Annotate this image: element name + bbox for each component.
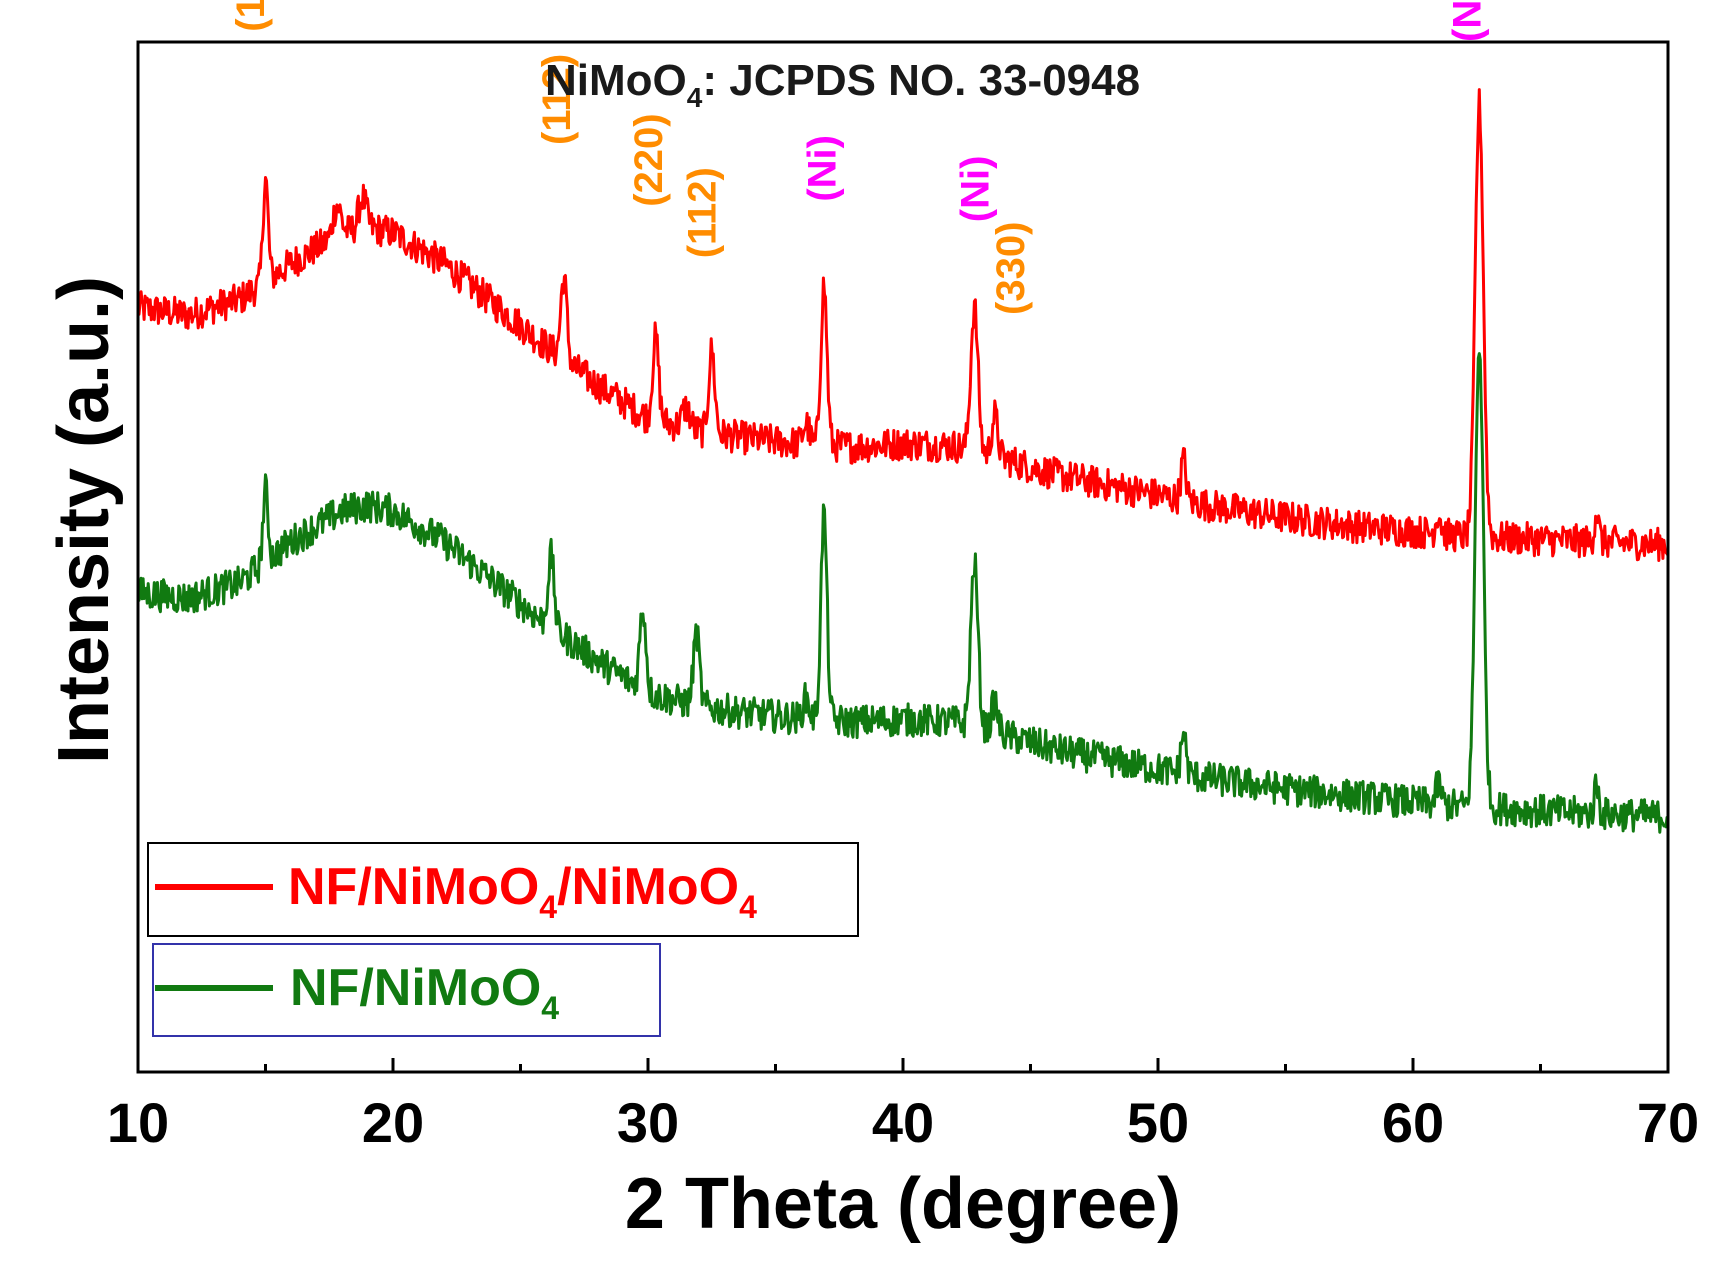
chart-title-sub: 4 — [687, 82, 703, 113]
series-layer — [136, 88, 1670, 834]
x-tick-label: 20 — [362, 1091, 424, 1154]
x-tick-label: 60 — [1382, 1091, 1444, 1154]
peak-annotation: (Ni) — [800, 135, 844, 202]
chart-title-base: NiMoO — [545, 56, 687, 105]
x-tick-label: 10 — [107, 1091, 169, 1154]
peak-annotation: (330) — [989, 222, 1033, 315]
legend-label-2: NF/NiMoO4 — [290, 959, 559, 1026]
chart-title-rest: : JCPDS NO. 33-0948 — [702, 56, 1140, 105]
legend-label-1: NF/NiMoO4/NiMoO4 — [288, 858, 757, 925]
x-tick-label: 30 — [617, 1091, 679, 1154]
x-tick-label: 50 — [1127, 1091, 1189, 1154]
legend-item-1: NF/NiMoO4/NiMoO4 — [147, 842, 859, 937]
peak-annotation: (Ni) — [1446, 0, 1490, 42]
legend: NF/NiMoO4/NiMoO4 NF/NiMoO4 — [147, 842, 859, 1037]
x-axis-title: 2 Theta (degree) — [625, 1164, 1181, 1244]
series-line-1 — [136, 88, 1670, 562]
x-tick-label: 70 — [1637, 1091, 1699, 1154]
x-axis: 10 20 30 40 50 60 70 — [107, 1058, 1699, 1154]
chart-title: NiMoO4: JCPDS NO. 33-0948 — [545, 56, 1140, 113]
peak-annotation: (110) — [229, 0, 273, 32]
annotation-layer: (110)(112)(220)(112)(Ni)(Ni)(330)(Ni) — [229, 0, 1489, 315]
peak-annotation: (Ni) — [953, 156, 997, 223]
peak-annotation: (112) — [681, 167, 725, 258]
legend-box-2 — [152, 943, 661, 1037]
peak-annotation: (112) — [535, 54, 579, 145]
y-axis-title: Intensity (a.u.) — [44, 276, 124, 764]
legend-item-2: NF/NiMoO4 — [152, 943, 661, 1037]
peak-annotation: (220) — [627, 113, 671, 206]
x-tick-label: 40 — [872, 1091, 934, 1154]
series-line-2 — [136, 352, 1670, 834]
